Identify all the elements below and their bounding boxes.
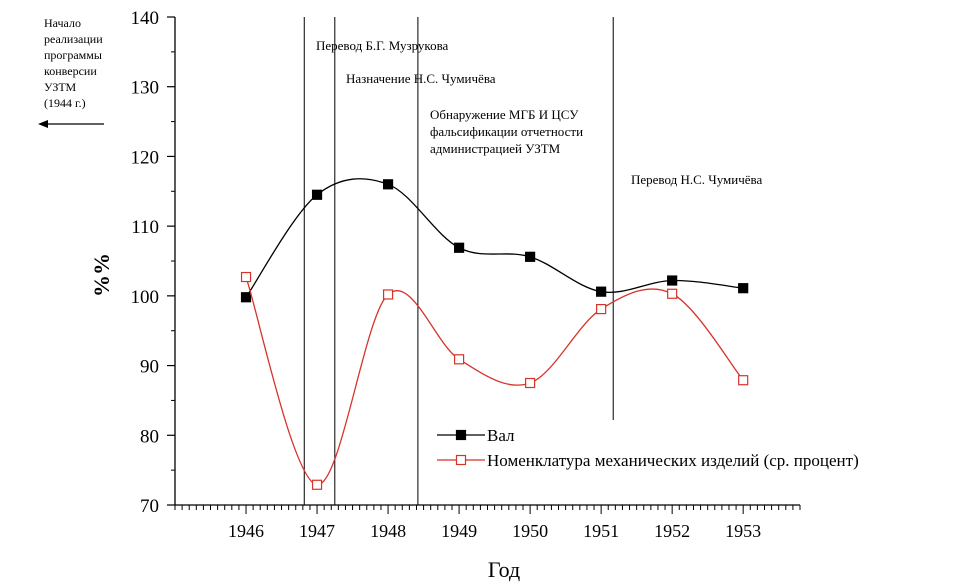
y-tick-label: 80 (140, 426, 159, 447)
x-tick-label: 1950 (512, 521, 548, 541)
data-point (596, 286, 607, 297)
y-tick-label: 120 (131, 147, 160, 168)
annotation-mgb: Обнаружение МГБ И ЦСУ (430, 107, 579, 122)
annotation-muzrukov: Перевод Б.Г. Музрукова (316, 38, 449, 53)
data-point (382, 289, 394, 300)
y-tick-label: 90 (140, 357, 159, 378)
data-point (667, 288, 678, 299)
x-tick-label: 1953 (725, 521, 761, 541)
annotation-chumichev-appoint: Назначение Н.С. Чумичёва (346, 71, 496, 86)
annotation-mgb: администрацией УЗТМ (430, 141, 561, 156)
side-note-text: конверсии (44, 64, 97, 78)
y-axis-title: %% (89, 253, 114, 297)
data-point (311, 479, 323, 490)
side-note-text: (1944 г.) (44, 96, 86, 110)
data-point (596, 304, 607, 315)
left-arrow-head-icon (38, 120, 48, 128)
side-note-text: программы (44, 48, 102, 62)
data-point (525, 251, 536, 262)
data-point (667, 275, 678, 286)
axes: 70 80 90 100 110 120 130 140 1946 1947 1948 1949 195… (89, 8, 801, 582)
data-point (453, 354, 465, 365)
x-tick-label: 1952 (654, 521, 690, 541)
event-lines (303, 17, 614, 505)
side-note-text: реализации (44, 32, 103, 46)
annotation-chumichev-transfer: Перевод Н.С. Чумичёва (631, 172, 763, 187)
legend-marker (455, 454, 467, 466)
x-tick-label: 1947 (299, 521, 335, 541)
data-point (738, 375, 749, 386)
annotation-mgb: фальсификации отчетности (430, 124, 583, 139)
annotations: Перевод Б.Г. Музрукова Назначение Н.С. Чу… (316, 38, 763, 187)
side-note-text: Начало (44, 16, 81, 30)
data-point (311, 189, 323, 200)
legend-label: Номенклатура механических изделий (ср. п… (487, 451, 859, 470)
legend: Вал Номенклатура механических изделий (ср… (437, 426, 859, 470)
side-note-text: УЗТМ (44, 80, 77, 94)
legend-marker (455, 429, 467, 441)
series-group (240, 178, 749, 490)
data-point (453, 242, 465, 253)
x-tick-label: 1948 (370, 521, 406, 541)
y-tick-label: 110 (131, 217, 159, 238)
data-point (525, 377, 536, 389)
y-tick-label: 130 (131, 78, 160, 99)
y-tick-label: 100 (131, 287, 160, 308)
y-tick-label: 70 (140, 496, 159, 517)
data-point (382, 179, 394, 190)
x-tick-label: 1949 (441, 521, 477, 541)
data-point (240, 292, 252, 303)
legend-label: Вал (487, 426, 515, 445)
x-tick-label: 1951 (583, 521, 619, 541)
x-axis-title: Год (488, 557, 520, 582)
x-tick-label: 1946 (228, 521, 264, 541)
side-note: Начало реализации программы конверсии УЗТМ (1… (38, 16, 104, 128)
y-tick-label: 140 (131, 8, 160, 29)
data-point (240, 271, 252, 283)
data-point (738, 283, 749, 294)
